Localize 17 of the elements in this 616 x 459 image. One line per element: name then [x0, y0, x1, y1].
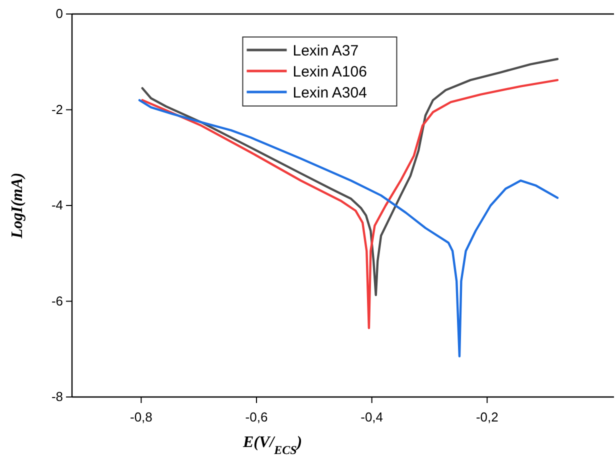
line-series [141, 78, 559, 330]
y-tick-label: -8 [51, 389, 63, 404]
y-tick-label: -6 [51, 293, 63, 308]
x-tick-label: -0,8 [130, 410, 152, 425]
legend-label: Lexin A106 [292, 63, 367, 80]
legend-label: Lexin A304 [292, 84, 367, 102]
legend-label: Lexin A37 [292, 42, 359, 60]
x-tick-label: -0,6 [245, 410, 268, 425]
y-axis-title: LogI(mA) [9, 172, 26, 240]
line-series [141, 58, 559, 296]
y-tick-label: 0 [56, 6, 63, 22]
x-axis-title: E(V/$_{ECS}$) [242, 434, 302, 457]
x-tick-label: -0,4 [360, 410, 384, 425]
y-tick-label: -4 [51, 198, 63, 213]
x-tick-label: -0,2 [476, 410, 498, 425]
y-tick-label: -2 [51, 102, 63, 117]
line-series [138, 99, 559, 358]
